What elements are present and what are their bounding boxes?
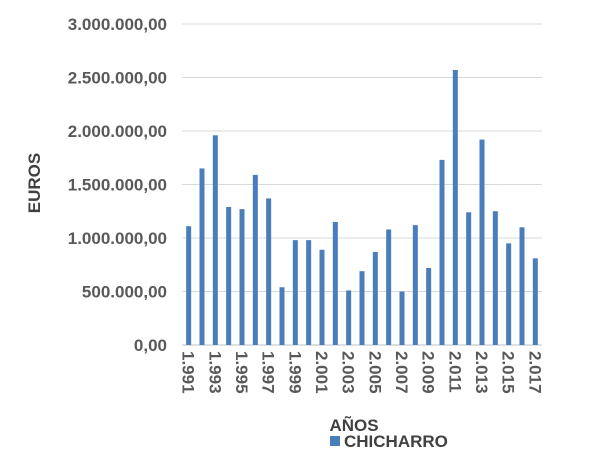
bar: [212, 135, 218, 345]
x-tick-label: 2.001: [312, 351, 331, 394]
bar: [492, 211, 498, 345]
bar: [479, 139, 485, 345]
x-tick-label: 2.013: [472, 351, 491, 394]
x-tick-label: 2.015: [499, 351, 518, 394]
bar: [386, 229, 392, 345]
x-tick-label: 2.017: [525, 351, 544, 394]
bar: [279, 287, 285, 345]
y-tick-label: 1.000.000,00: [68, 229, 167, 248]
bar: [399, 291, 405, 345]
x-tick-label: 2.007: [392, 351, 411, 394]
bar: [452, 70, 458, 345]
bar: [519, 227, 525, 345]
bar: [346, 290, 352, 345]
bar: [319, 249, 325, 345]
bar: [306, 240, 312, 345]
legend-swatch: [330, 436, 340, 446]
x-axis-title: AÑOS: [329, 415, 378, 435]
x-tick-label: 2.011: [445, 351, 464, 393]
bar: [372, 251, 378, 345]
x-tick-label: 1.997: [259, 351, 278, 394]
bar: [439, 159, 445, 345]
y-tick-label: 0,00: [134, 336, 167, 355]
bar: [332, 221, 338, 345]
bar: [186, 226, 192, 345]
x-tick-label: 1.993: [205, 351, 224, 394]
y-axis-title: EUROS: [25, 153, 44, 213]
x-tick-label: 1.995: [232, 351, 251, 394]
y-tick-label: 2.500.000,00: [68, 69, 167, 88]
x-tick-label: 2.003: [339, 351, 358, 394]
bar: [239, 209, 245, 345]
bar: [359, 271, 365, 345]
legend-label: CHICHARRO: [344, 432, 448, 451]
bar: [292, 240, 298, 345]
y-tick-label: 3.000.000,00: [68, 15, 167, 34]
bar: [532, 258, 538, 345]
y-tick-label: 1.500.000,00: [68, 176, 167, 195]
bar: [426, 267, 432, 345]
bars: [186, 70, 538, 345]
bar: [226, 206, 232, 345]
legend: CHICHARRO: [330, 432, 448, 451]
bar: [412, 225, 418, 345]
x-tick-label: 2.009: [419, 351, 438, 394]
x-axis-ticks: 1.991 1.993 1.995 1.997 1.999 2.001 2.003 2.005…: [179, 351, 545, 394]
bar: [266, 198, 272, 345]
x-tick-label: 1.999: [285, 351, 304, 394]
y-axis-ticks: 0,00 500.000,00 1.000.000,00 1.500.000,00 2.…: [68, 15, 167, 355]
y-tick-label: 500.000,00: [82, 283, 167, 302]
bar: [506, 243, 512, 345]
x-tick-label: 1.991: [179, 351, 198, 394]
x-tick-label: 2.005: [365, 351, 384, 394]
bar: [252, 174, 258, 345]
y-tick-label: 2.000.000,00: [68, 122, 167, 141]
bar: [199, 168, 205, 345]
bar: [466, 212, 472, 345]
